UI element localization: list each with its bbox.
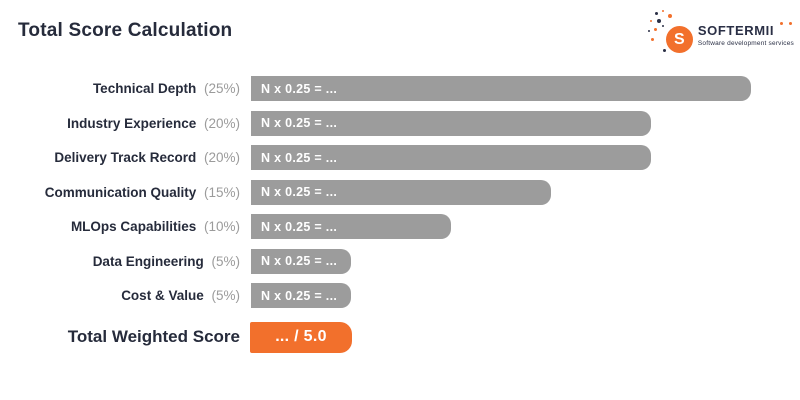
row-label: MLOps Capabilities (10%): [0, 214, 240, 239]
weight-label: (15%): [203, 184, 240, 200]
bar-formula-label: N x 0.25 = ...: [261, 150, 338, 165]
chart-row: Cost & Value (5%) N x 0.25 = ...: [0, 283, 800, 308]
chart-row: Industry Experience (20%) N x 0.25 = ...: [0, 110, 800, 136]
score-bar: N x 0.25 = ...: [251, 248, 351, 274]
bar-formula-label: N x 0.25 = ...: [261, 219, 338, 234]
logo-dot: [656, 19, 661, 23]
row-label: Industry Experience (20%): [0, 111, 240, 136]
row-label: Data Engineering (5%): [0, 249, 240, 274]
chart-row: Technical Depth (25%) N x 0.25 = ...: [0, 76, 800, 101]
brand-tagline: Software development services: [697, 40, 794, 48]
brand-name-text: SOFTERMII: [697, 23, 775, 38]
softermii-logo-icon: S: [647, 8, 694, 56]
logo-dot: [654, 12, 658, 15]
bar-formula-label: N x 0.25 = ...: [261, 254, 338, 268]
score-bar: N x 0.25 = ...: [251, 179, 551, 205]
row-label: Technical Depth (25%): [0, 76, 240, 101]
weight-label: (20%): [203, 150, 240, 165]
logo-monogram: S: [674, 30, 685, 48]
bar-formula-label: N x 0.25 = ...: [261, 116, 338, 130]
softermii-logo: S SOFTERMII Software development service…: [647, 8, 794, 56]
bar-formula-label: N x 0.25 = ...: [261, 288, 338, 303]
logo-dot: [667, 14, 672, 18]
row-label: Communication Quality (15%): [0, 180, 240, 205]
category-label: Delivery Track Record: [54, 150, 197, 165]
logo-dot: [662, 49, 666, 52]
chart-row: Data Engineering (5%) N x 0.25 = ...: [0, 248, 800, 274]
total-score-row: Total Weighted Score ... / 5.0: [0, 321, 800, 353]
bar-formula-label: N x 0.25 = ...: [261, 81, 338, 96]
brand-i-dot: [789, 22, 792, 25]
logo-dot: [647, 30, 650, 32]
category-label: Technical Depth: [92, 81, 197, 96]
category-label: Data Engineering: [92, 253, 204, 269]
weighted-score-chart: Technical Depth (25%) N x 0.25 = ... Ind…: [0, 76, 800, 318]
category-label: MLOps Capabilities: [70, 219, 197, 234]
logo-dot: [661, 25, 664, 27]
score-bar: N x 0.25 = ...: [251, 76, 751, 101]
total-score-bar: ... / 5.0: [250, 321, 352, 353]
score-bar: N x 0.25 = ...: [251, 214, 451, 239]
brand-name: SOFTERMII: [697, 22, 794, 38]
page-title: Total Score Calculation: [18, 20, 233, 41]
weight-label: (5%): [211, 288, 240, 303]
row-label: Cost & Value (5%): [0, 283, 240, 308]
row-label: Delivery Track Record (20%): [0, 145, 240, 170]
logo-dot: [650, 38, 654, 41]
category-label: Cost & Value: [121, 288, 204, 303]
score-bar: N x 0.25 = ...: [251, 145, 651, 170]
logo-text: SOFTERMII Software development services: [698, 8, 794, 47]
total-score-value: ... / 5.0: [275, 328, 327, 345]
brand-i-dot: [780, 22, 783, 25]
score-bar: N x 0.25 = ...: [251, 110, 651, 136]
category-label: Communication Quality: [44, 184, 197, 200]
logo-dot: [649, 20, 652, 22]
chart-row: Communication Quality (15%) N x 0.25 = .…: [0, 179, 800, 205]
chart-row: MLOps Capabilities (10%) N x 0.25 = ...: [0, 214, 800, 239]
category-label: Industry Experience: [67, 115, 197, 131]
score-bar: N x 0.25 = ...: [251, 283, 351, 308]
weight-label: (20%): [203, 115, 240, 131]
weight-label: (25%): [203, 81, 240, 96]
chart-row: Delivery Track Record (20%) N x 0.25 = .…: [0, 145, 800, 170]
weight-label: (10%): [203, 219, 240, 234]
weight-label: (5%): [211, 253, 240, 269]
total-score-label: Total Weighted Score: [67, 327, 240, 346]
bar-formula-label: N x 0.25 = ...: [261, 185, 338, 199]
logo-dot: [661, 10, 664, 12]
logo-dot: [653, 28, 657, 31]
logo-circle: S: [665, 26, 693, 53]
